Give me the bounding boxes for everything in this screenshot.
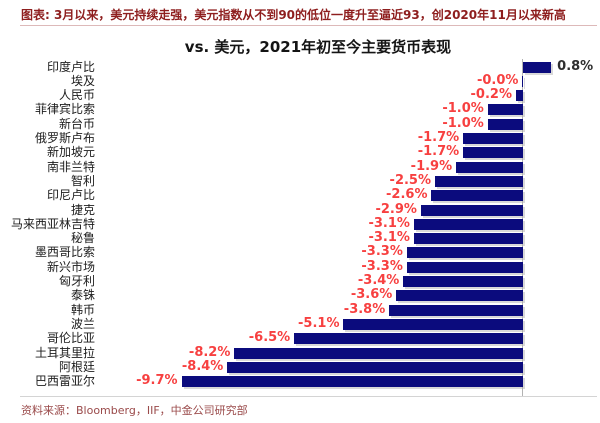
category-label: 匈牙利 — [58, 274, 95, 288]
category-label: 新兴市场 — [46, 259, 95, 274]
category-label: 菲律宾比索 — [34, 102, 95, 117]
category-label: 马来西亚林吉特 — [10, 216, 95, 231]
chart-title: vs. 美元，2021年初至今主要货币表现 — [184, 38, 452, 56]
value-label: -3.3% — [361, 258, 403, 274]
value-label: -3.1% — [368, 215, 410, 231]
value-label: -3.8% — [343, 301, 386, 317]
bar — [406, 261, 523, 273]
bar — [456, 161, 523, 173]
value-label: -8.4% — [181, 358, 224, 374]
bar — [294, 333, 523, 345]
bar — [227, 361, 523, 373]
value-label: -2.5% — [389, 172, 431, 188]
category-label: 俄罗斯卢布 — [34, 131, 95, 145]
bar — [522, 75, 523, 87]
value-label: -3.3% — [361, 244, 403, 260]
category-label: 人民币 — [58, 88, 95, 103]
value-label: -5.1% — [298, 315, 340, 331]
bar — [234, 347, 523, 359]
value-label: 0.8% — [557, 58, 594, 74]
bar — [420, 204, 523, 216]
value-label: -1.0% — [442, 101, 484, 117]
category-label: 智利 — [70, 173, 95, 188]
bar — [389, 304, 523, 316]
value-label: -1.0% — [442, 115, 484, 131]
bar — [463, 133, 523, 144]
bar — [487, 104, 523, 116]
value-label: -8.2% — [188, 344, 231, 360]
bar — [413, 233, 523, 245]
category-label: 韩币 — [70, 302, 95, 317]
category-label: 墨西哥比索 — [34, 245, 95, 260]
category-label: 新加坡元 — [46, 145, 95, 160]
value-label: -0.0% — [476, 72, 519, 88]
category-label: 印度卢比 — [46, 59, 95, 74]
category-label: 波兰 — [70, 316, 95, 331]
value-label: -3.4% — [357, 273, 400, 288]
category-label: 印尼卢比 — [46, 188, 95, 203]
value-label: -1.7% — [417, 144, 460, 160]
category-label: 哥伦比亚 — [46, 331, 95, 346]
category-label: 埃及 — [70, 73, 95, 88]
value-label: -0.2% — [470, 87, 512, 103]
category-label: 阿根廷 — [58, 359, 95, 374]
bar — [515, 90, 523, 102]
figure-caption: 图表: 3月以来，美元持续走强，美元指数从不到90的低位一度升至逼近93，创20… — [21, 8, 566, 22]
value-label: -6.5% — [248, 330, 291, 346]
value-label: -1.9% — [410, 158, 453, 174]
value-label: -3.6% — [350, 287, 393, 303]
bar — [406, 247, 523, 259]
bar — [181, 376, 523, 388]
category-label: 秘鲁 — [70, 231, 95, 246]
category-label: 巴西雷亚尔 — [34, 374, 95, 389]
value-label: -1.7% — [417, 130, 460, 145]
value-label: -3.1% — [368, 230, 410, 246]
bar — [403, 276, 523, 287]
value-label: -2.9% — [375, 201, 417, 217]
category-label: 泰铢 — [70, 288, 95, 303]
category-label: 南非兰特 — [46, 159, 95, 174]
bar — [435, 175, 523, 187]
value-label: -9.7% — [136, 373, 178, 389]
category-label: 新台币 — [58, 116, 95, 131]
bar — [396, 290, 523, 302]
category-label: 捷克 — [70, 202, 95, 217]
value-label: -2.6% — [386, 187, 428, 203]
bar — [431, 190, 523, 202]
bar — [463, 147, 523, 159]
bar — [343, 318, 523, 330]
bar — [413, 218, 523, 230]
caption-underline — [20, 25, 597, 26]
bar — [523, 61, 552, 73]
chart-baseline — [20, 396, 597, 397]
source-note: 资料来源：Bloomberg，IIF，中金公司研究部 — [21, 404, 248, 417]
category-label: 土耳其里拉 — [34, 345, 95, 360]
bar — [487, 118, 523, 130]
